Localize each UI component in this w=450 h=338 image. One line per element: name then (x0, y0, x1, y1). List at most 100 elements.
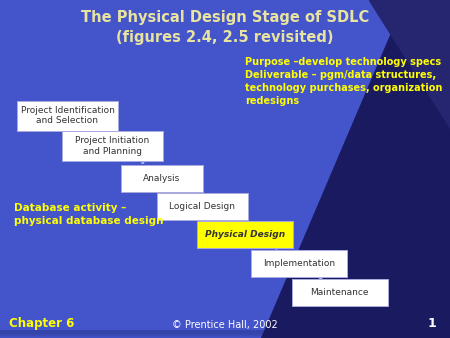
Bar (0, 332, 450, 336)
FancyBboxPatch shape (17, 101, 118, 131)
FancyBboxPatch shape (251, 250, 347, 277)
Bar (0, 332, 450, 336)
Bar (0, 330, 450, 334)
Bar (0, 330, 450, 334)
Bar (0, 330, 450, 334)
Bar (0, 333, 450, 338)
Polygon shape (261, 0, 450, 338)
Bar (0, 333, 450, 338)
Text: Maintenance: Maintenance (310, 288, 369, 297)
Bar (0, 333, 450, 337)
Bar (0, 330, 450, 334)
Bar (0, 331, 450, 335)
Bar (0, 330, 450, 334)
Text: 1: 1 (428, 317, 436, 330)
Bar (0, 333, 450, 337)
Bar (0, 332, 450, 336)
Bar (0, 334, 450, 338)
Bar (0, 332, 450, 336)
Bar (0, 333, 450, 337)
Bar (0, 330, 450, 335)
Bar (0, 333, 450, 337)
Bar (0, 332, 450, 336)
Bar (0, 330, 450, 335)
Text: Chapter 6: Chapter 6 (9, 317, 74, 330)
Bar (0, 332, 450, 337)
Bar (0, 332, 450, 337)
Bar (0, 332, 450, 336)
Bar (0, 331, 450, 336)
Bar (0, 334, 450, 338)
Bar (0, 331, 450, 335)
Bar (0, 333, 450, 337)
Bar (0, 330, 450, 334)
Bar (0, 332, 450, 336)
Bar (0, 333, 450, 337)
Bar (0, 332, 450, 336)
Bar (0, 333, 450, 337)
Polygon shape (369, 0, 450, 128)
Bar (0, 330, 450, 334)
Text: Logical Design: Logical Design (170, 202, 235, 211)
Bar (0, 330, 450, 334)
FancyBboxPatch shape (197, 221, 293, 248)
Bar (0, 334, 450, 338)
Bar (0, 331, 450, 335)
Bar (0, 331, 450, 335)
Bar (0, 333, 450, 337)
Bar (0, 332, 450, 336)
FancyBboxPatch shape (62, 131, 163, 161)
FancyBboxPatch shape (121, 165, 203, 192)
Bar (0, 330, 450, 335)
Bar (0, 331, 450, 335)
Text: The Physical Design Stage of SDLC
(figures 2.4, 2.5 revisited): The Physical Design Stage of SDLC (figur… (81, 10, 369, 45)
Text: Database activity –
physical database design: Database activity – physical database de… (14, 203, 163, 225)
Text: © Prentice Hall, 2002: © Prentice Hall, 2002 (172, 319, 278, 330)
Bar (0, 331, 450, 335)
Bar (0, 333, 450, 337)
Bar (0, 330, 450, 334)
Bar (0, 331, 450, 335)
Bar (0, 331, 450, 335)
Bar (0, 333, 450, 337)
Bar (0, 333, 450, 337)
Bar (0, 332, 450, 336)
Bar (0, 332, 450, 336)
Bar (0, 333, 450, 337)
Bar (0, 333, 450, 337)
Bar (0, 331, 450, 335)
Bar (0, 332, 450, 336)
FancyBboxPatch shape (292, 279, 388, 306)
Bar (0, 333, 450, 338)
Bar (0, 331, 450, 335)
Bar (0, 333, 450, 337)
Bar (0, 330, 450, 334)
FancyBboxPatch shape (157, 193, 248, 220)
Bar (0, 332, 450, 336)
Bar (0, 334, 450, 338)
Bar (0, 333, 450, 337)
Bar (0, 331, 450, 335)
Bar (0, 331, 450, 335)
Bar (0, 330, 450, 334)
Bar (0, 330, 450, 334)
Bar (0, 331, 450, 335)
Bar (0, 332, 450, 336)
Bar (0, 332, 450, 337)
Bar (0, 334, 450, 338)
Bar (0, 331, 450, 335)
Text: Analysis: Analysis (144, 174, 180, 183)
Bar (0, 331, 450, 336)
Bar (0, 331, 450, 335)
Bar (0, 334, 450, 338)
Text: Project Initiation
and Planning: Project Initiation and Planning (76, 137, 149, 156)
Text: Physical Design: Physical Design (205, 230, 285, 239)
Text: Project Identification
and Selection: Project Identification and Selection (21, 106, 114, 125)
Bar (0, 331, 450, 336)
Text: Purpose –develop technology specs
Deliverable – pgm/data structures,
technology : Purpose –develop technology specs Delive… (245, 57, 443, 106)
Bar (0, 333, 450, 337)
Bar (0, 332, 450, 336)
Bar (0, 331, 450, 335)
Bar (0, 334, 450, 338)
Text: Implementation: Implementation (263, 259, 335, 268)
